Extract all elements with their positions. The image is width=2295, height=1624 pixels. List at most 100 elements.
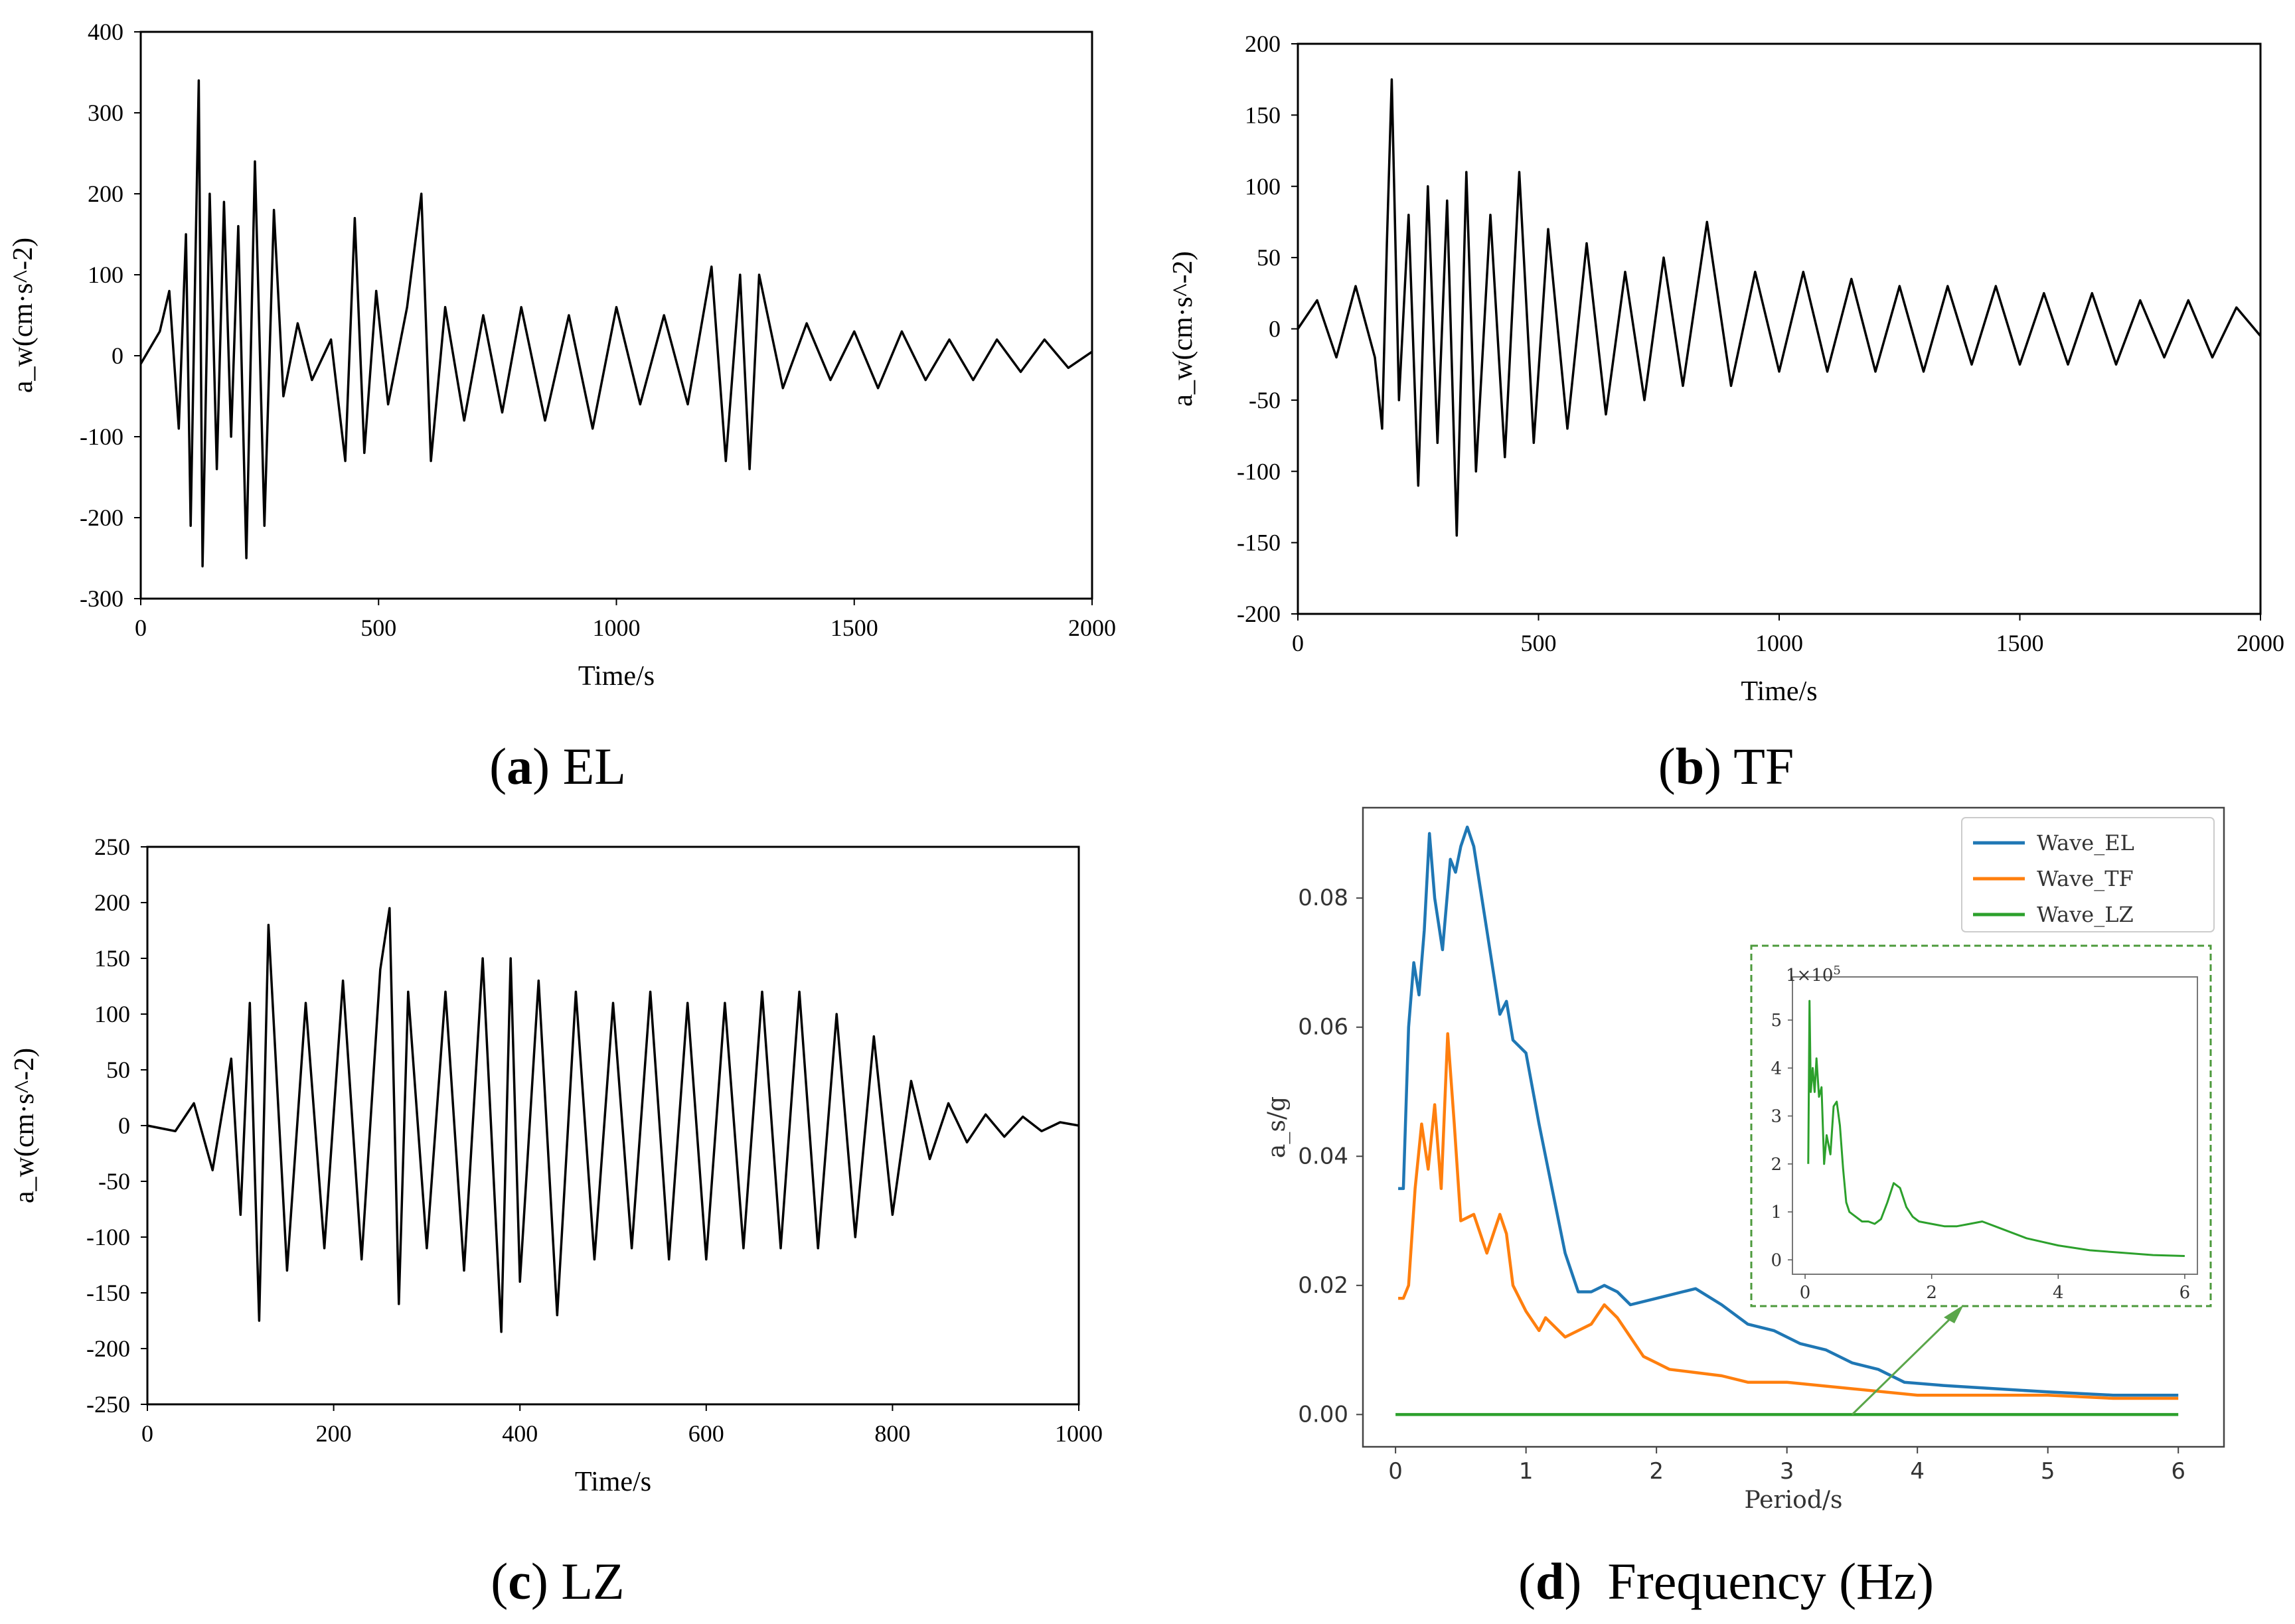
y-tick-label: 0 — [112, 342, 123, 369]
x-tick-label: 3 — [1780, 1458, 1794, 1485]
y-tick-label: -200 — [80, 504, 123, 531]
legend-label: Wave_LZ — [2037, 902, 2134, 927]
inset-y-tick-label: 0 — [1771, 1250, 1782, 1270]
inset-series-line — [1807, 999, 2185, 1257]
y-tick-label: 0.04 — [1298, 1143, 1348, 1169]
y-tick-label: -100 — [86, 1224, 130, 1250]
y-tick-label: 0.00 — [1298, 1401, 1348, 1428]
y-tick-label: 50 — [1257, 244, 1281, 271]
inset-frame — [1792, 976, 2198, 1275]
x-axis-label: Period/s — [1745, 1487, 1843, 1514]
caption-c: (c) LZ — [491, 1552, 625, 1610]
y-tick-label: -200 — [86, 1335, 130, 1362]
y-tick-label: 0.02 — [1298, 1272, 1348, 1299]
inset-highlight-box — [1750, 944, 2212, 1307]
x-tick-label: 1500 — [1996, 630, 2044, 656]
inset-x-tick-label: 6 — [2179, 1283, 2191, 1303]
inset-x-tick-label: 4 — [2053, 1283, 2064, 1303]
inset-exponent-label: 1×105 — [1786, 964, 1841, 986]
x-tick-label: 2 — [1649, 1458, 1664, 1485]
y-tick-label: 100 — [1245, 173, 1281, 200]
arrow-line — [1851, 1309, 1960, 1416]
x-tick-label: 0 — [135, 615, 147, 641]
y-tick-label: -50 — [98, 1168, 130, 1195]
y-tick-label: -250 — [86, 1391, 130, 1418]
x-tick-label: 2000 — [1068, 615, 1116, 641]
caption-d: (d) Frequency (Hz) — [1518, 1552, 1934, 1610]
x-tick-label: 600 — [688, 1420, 724, 1447]
x-tick-label: 1 — [1519, 1458, 1534, 1485]
y-tick-label: -200 — [1237, 601, 1281, 627]
caption-a: (a) EL — [489, 737, 626, 795]
x-tick-label: 0 — [1388, 1458, 1403, 1485]
inset-x-tick-label: 2 — [1926, 1283, 1937, 1303]
inset-y-tick-label: 5 — [1771, 1011, 1782, 1031]
x-tick-label: 2000 — [2237, 630, 2284, 656]
series-line — [1297, 78, 2262, 537]
plot-frame — [1362, 806, 2225, 1448]
y-tick-label: 200 — [1245, 31, 1281, 57]
y-tick-label: -100 — [80, 423, 123, 450]
x-tick-label: 500 — [360, 615, 396, 641]
arrow-head-icon — [1944, 1305, 1964, 1323]
y-tick-label: -50 — [1249, 387, 1281, 413]
y-tick-label: 300 — [88, 100, 123, 126]
y-tick-label: 0.08 — [1298, 885, 1348, 911]
legend: Wave_EL Wave_TF Wave_LZ — [1961, 817, 2215, 932]
plot-frame — [146, 846, 1080, 1406]
y-tick-label: 0.06 — [1298, 1014, 1348, 1041]
x-tick-label: 0 — [1292, 630, 1304, 656]
y-tick-label: 250 — [94, 834, 130, 860]
y-tick-label: -150 — [1237, 530, 1281, 556]
x-tick-label: 6 — [2171, 1458, 2185, 1485]
y-tick-label: 100 — [94, 1001, 130, 1027]
series-line — [139, 79, 1093, 567]
caption-b: (b) TF — [1658, 737, 1794, 795]
x-axis-label: Time/s — [578, 661, 655, 692]
chart-c: 250 200 150 100 50 0 -50 -100 -150 -200 -250 0 200 40… — [9, 834, 1103, 1497]
inset-y-tick-label: 1 — [1771, 1203, 1782, 1222]
y-tick-label: 50 — [106, 1057, 130, 1083]
x-tick-label: 0 — [141, 1420, 153, 1447]
legend-label: Wave_EL — [2037, 830, 2134, 855]
x-tick-label: 500 — [1521, 630, 1557, 656]
legend-frame — [1961, 817, 2215, 932]
y-tick-label: 200 — [94, 889, 130, 916]
chart-d: 0.08 0.06 0.04 0.02 0.00 0 1 2 3 4 5 6 Period/s a_s/g… — [1263, 806, 2225, 1514]
x-tick-label: 1500 — [831, 615, 878, 641]
y-tick-label: 0 — [118, 1112, 130, 1139]
x-tick-label: 1000 — [1055, 1420, 1103, 1447]
y-axis-label: a_w(cm·s^-2) — [1168, 251, 1198, 406]
x-axis-label: Time/s — [1741, 676, 1817, 707]
x-tick-label: 1000 — [1755, 630, 1803, 656]
series-wave-tf — [1398, 1032, 2179, 1400]
x-tick-label: 5 — [2041, 1458, 2055, 1485]
x-tick-label: 4 — [1910, 1458, 1925, 1485]
inset-x-tick-label: 0 — [1800, 1283, 1811, 1303]
x-axis-label: Time/s — [575, 1467, 651, 1497]
plot-frame — [139, 31, 1093, 600]
x-tick-label: 200 — [316, 1420, 352, 1447]
y-tick-label: -100 — [1237, 458, 1281, 484]
inset-y-tick-label: 2 — [1771, 1155, 1782, 1175]
y-axis-label: a_w(cm·s^-2) — [9, 1048, 40, 1203]
y-tick-label: 400 — [88, 19, 123, 45]
y-axis-label: a_w(cm·s^-2) — [8, 238, 39, 393]
y-tick-label: 200 — [88, 181, 123, 207]
y-tick-label: 150 — [1245, 102, 1281, 128]
inset-chart: 5 4 3 2 1 00 2 4 6 1×105 — [1771, 964, 2198, 1303]
series-wave-el — [1398, 825, 2179, 1397]
legend-label: Wave_TF — [2037, 866, 2134, 891]
y-tick-label: 0 — [1269, 316, 1281, 342]
y-tick-label: 100 — [88, 261, 123, 288]
y-tick-label: -300 — [80, 585, 123, 612]
inset-exponent-power: 5 — [1833, 964, 1840, 978]
series-line — [147, 907, 1079, 1333]
y-tick-label: -150 — [86, 1280, 130, 1306]
y-axis-label: a_s/g — [1263, 1096, 1291, 1158]
inset-y-tick-label: 4 — [1771, 1059, 1782, 1078]
y-tick-label: 150 — [94, 945, 130, 972]
